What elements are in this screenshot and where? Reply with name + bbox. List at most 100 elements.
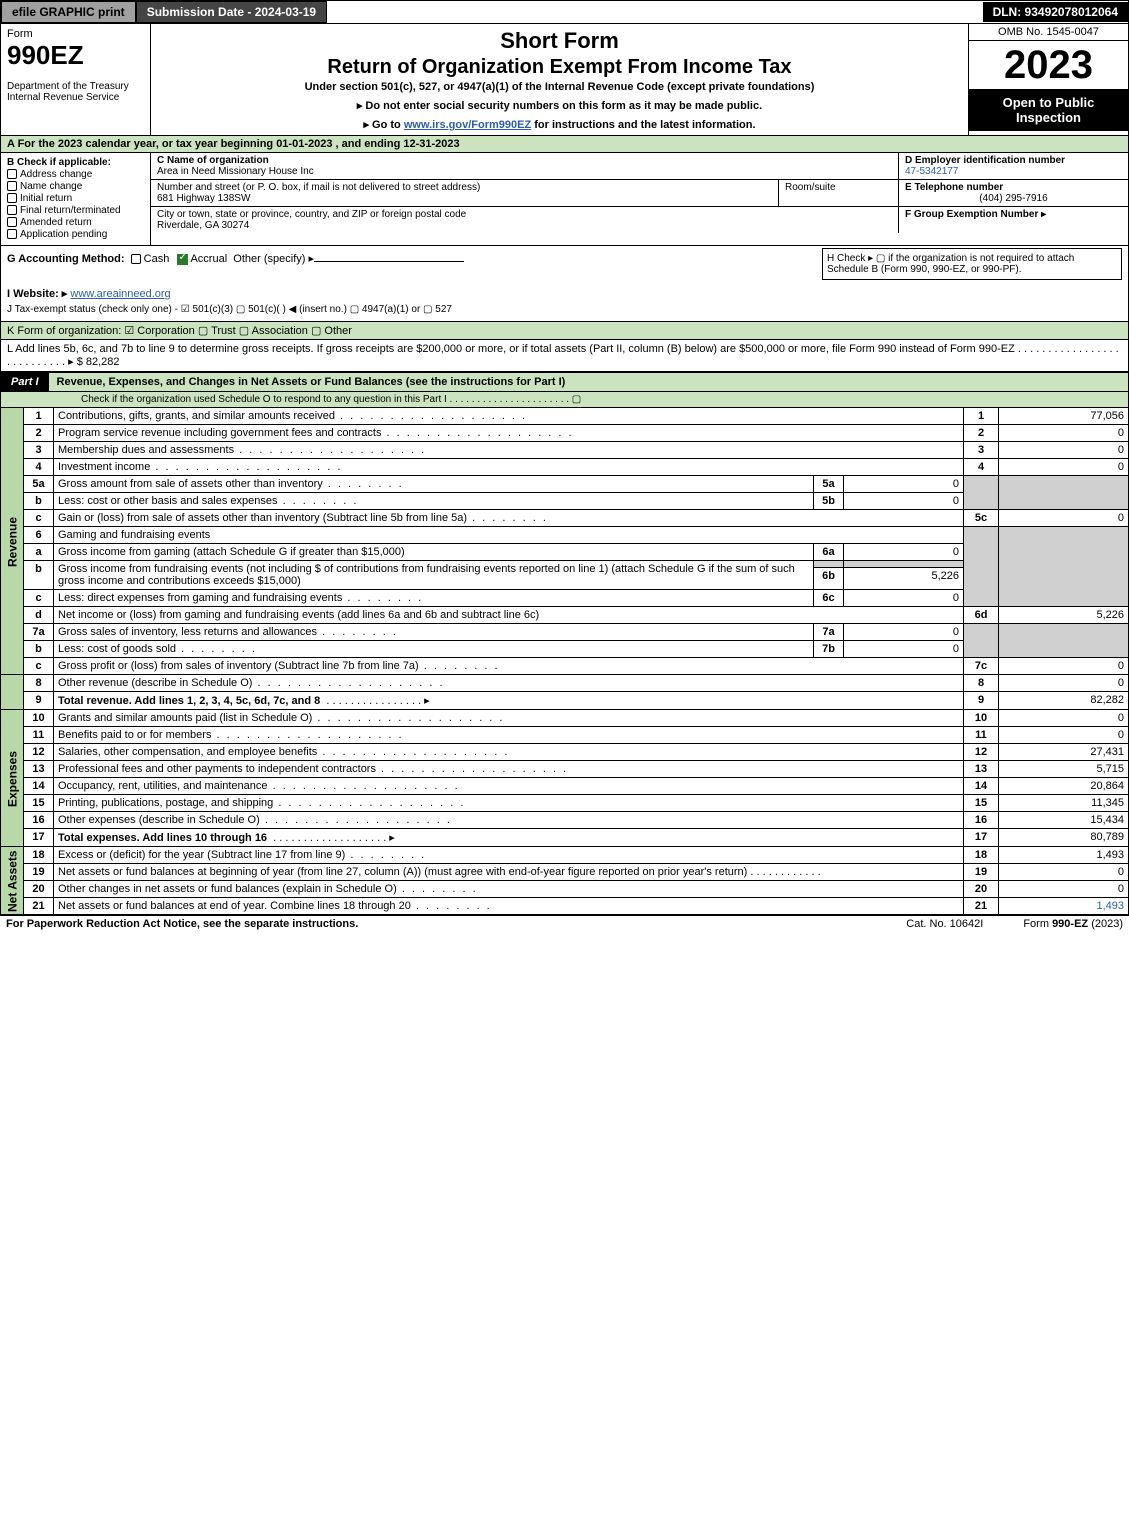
- line-num: c: [24, 658, 54, 675]
- line-num: 11: [24, 727, 54, 744]
- result-num: 21: [964, 898, 999, 915]
- table-row: d Net income or (loss) from gaming and f…: [1, 607, 1129, 624]
- table-row: 12 Salaries, other compensation, and emp…: [1, 744, 1129, 761]
- line-desc: Gain or (loss) from sale of assets other…: [54, 510, 964, 527]
- section-b-c-d: B Check if applicable: Address change Na…: [0, 153, 1129, 246]
- result-val: 11,345: [999, 795, 1129, 812]
- result-num: 15: [964, 795, 999, 812]
- desc-text: Gross profit or (loss) from sales of inv…: [58, 660, 500, 672]
- chk-label: Name change: [20, 181, 82, 192]
- line-l-text: L Add lines 5b, 6c, and 7b to line 9 to …: [7, 343, 1119, 368]
- line-desc: Net assets or fund balances at beginning…: [54, 864, 964, 881]
- table-row: 16 Other expenses (describe in Schedule …: [1, 812, 1129, 829]
- revenue-side-continued: [1, 675, 24, 710]
- page-footer: For Paperwork Reduction Act Notice, see …: [0, 915, 1129, 932]
- line-desc: Less: cost of goods sold: [54, 641, 814, 658]
- chk-address-change[interactable]: Address change: [7, 169, 144, 180]
- result-num: 5c: [964, 510, 999, 527]
- col-c-d-wrapper: C Name of organization Area in Need Miss…: [151, 153, 1128, 245]
- checkbox-icon: [7, 169, 17, 179]
- table-row: c Less: direct expenses from gaming and …: [1, 590, 1129, 607]
- line-num: 4: [24, 459, 54, 476]
- city-cell: City or town, state or province, country…: [151, 207, 898, 233]
- line-desc: Program service revenue including govern…: [54, 425, 964, 442]
- line-num: a: [24, 544, 54, 561]
- line-desc: Other expenses (describe in Schedule O): [54, 812, 964, 829]
- part-i-header: Part I Revenue, Expenses, and Changes in…: [0, 372, 1129, 392]
- line-num: 5a: [24, 476, 54, 493]
- line-j-tax-exempt: J Tax-exempt status (check only one) - ☑…: [7, 302, 1122, 317]
- short-form-label: Short Form: [159, 28, 960, 54]
- desc-text: Salaries, other compensation, and employ…: [58, 746, 509, 758]
- efile-print-button[interactable]: efile GRAPHIC print: [1, 1, 136, 23]
- desc-text: Other changes in net assets or fund bala…: [58, 883, 478, 895]
- sub-value: 0: [844, 624, 964, 641]
- table-row: b Less: cost of goods sold 7b 0: [1, 641, 1129, 658]
- result-val: 82,282: [999, 692, 1129, 710]
- ein-label: D Employer identification number: [905, 155, 1122, 166]
- result-num: 4: [964, 459, 999, 476]
- table-row: c Gross profit or (loss) from sales of i…: [1, 658, 1129, 675]
- line-num: c: [24, 590, 54, 607]
- chk-label: Amended return: [20, 217, 92, 228]
- form-id-footer: Form 990-EZ (2023): [1023, 918, 1123, 930]
- sub-value: 0: [844, 590, 964, 607]
- chk-application-pending[interactable]: Application pending: [7, 229, 144, 240]
- line-i-website: I Website: ▸ www.areainneed.org: [7, 285, 1122, 302]
- table-row: 5a Gross amount from sale of assets othe…: [1, 476, 1129, 493]
- line-num: 9: [24, 692, 54, 710]
- checkbox-icon[interactable]: [131, 254, 141, 264]
- part-i-table: Revenue 1 Contributions, gifts, grants, …: [0, 407, 1129, 915]
- other-specify-input[interactable]: [314, 261, 464, 262]
- chk-final-return[interactable]: Final return/terminated: [7, 205, 144, 216]
- result-val: 0: [999, 881, 1129, 898]
- irs-instructions-link[interactable]: www.irs.gov/Form990EZ: [404, 119, 531, 131]
- chk-name-change[interactable]: Name change: [7, 181, 144, 192]
- checkbox-icon: [7, 205, 17, 215]
- part-i-sub: Check if the organization used Schedule …: [0, 392, 1129, 407]
- ssn-warning: ▸ Do not enter social security numbers o…: [159, 99, 960, 112]
- line-desc: Investment income: [54, 459, 964, 476]
- chk-initial-return[interactable]: Initial return: [7, 193, 144, 204]
- sub-value: 0: [844, 476, 964, 493]
- chk-amended-return[interactable]: Amended return: [7, 217, 144, 228]
- street-address-cell: Number and street (or P. O. box, if mail…: [151, 180, 778, 206]
- desc-text: Benefits paid to or for members: [58, 729, 404, 741]
- sub-label: 6a: [814, 544, 844, 561]
- accrual-label: Accrual: [190, 253, 227, 265]
- result-val: 1,493: [999, 898, 1129, 915]
- part-i-label: Part I: [1, 373, 49, 391]
- instructions-link-line: ▸ Go to www.irs.gov/Form990EZ for instru…: [159, 118, 960, 131]
- line-l-value: 82,282: [83, 356, 120, 368]
- line-num: b: [24, 561, 54, 590]
- result-num: 14: [964, 778, 999, 795]
- desc-text: Less: cost of goods sold: [58, 643, 257, 655]
- checkbox-icon: [7, 181, 17, 191]
- tax-year: 2023: [969, 41, 1128, 89]
- form-subtitle: Under section 501(c), 527, or 4947(a)(1)…: [159, 81, 960, 93]
- org-name-label: C Name of organization: [157, 155, 269, 166]
- desc-text: Gross amount from sale of assets other t…: [58, 478, 404, 490]
- line-num: 18: [24, 847, 54, 864]
- website-link[interactable]: www.areainneed.org: [70, 288, 170, 300]
- desc-text: Other expenses (describe in Schedule O): [58, 814, 452, 826]
- line-desc: Less: direct expenses from gaming and fu…: [54, 590, 814, 607]
- form-header: Form 990EZ Department of the Treasury In…: [0, 24, 1129, 136]
- org-name-cell: C Name of organization Area in Need Miss…: [151, 153, 898, 179]
- desc-text: Gross sales of inventory, less returns a…: [58, 626, 398, 638]
- submission-date-button[interactable]: Submission Date - 2024-03-19: [136, 1, 327, 23]
- table-row: b Less: cost or other basis and sales ex…: [1, 493, 1129, 510]
- result-val: 0: [999, 510, 1129, 527]
- result-val: 5,715: [999, 761, 1129, 778]
- result-val: 1,493: [999, 847, 1129, 864]
- chk-label: Application pending: [20, 229, 107, 240]
- col-e-telephone: E Telephone number (404) 295-7916: [898, 180, 1128, 206]
- line-desc: Contributions, gifts, grants, and simila…: [54, 408, 964, 425]
- tel-label: E Telephone number: [905, 182, 1122, 193]
- desc-text: Investment income: [58, 461, 342, 473]
- col-f-group-exemption: F Group Exemption Number ▸: [898, 207, 1128, 233]
- line-num: 19: [24, 864, 54, 881]
- checked-icon[interactable]: [177, 254, 188, 265]
- result-val: 0: [999, 727, 1129, 744]
- sub-value: 5,226: [844, 567, 964, 589]
